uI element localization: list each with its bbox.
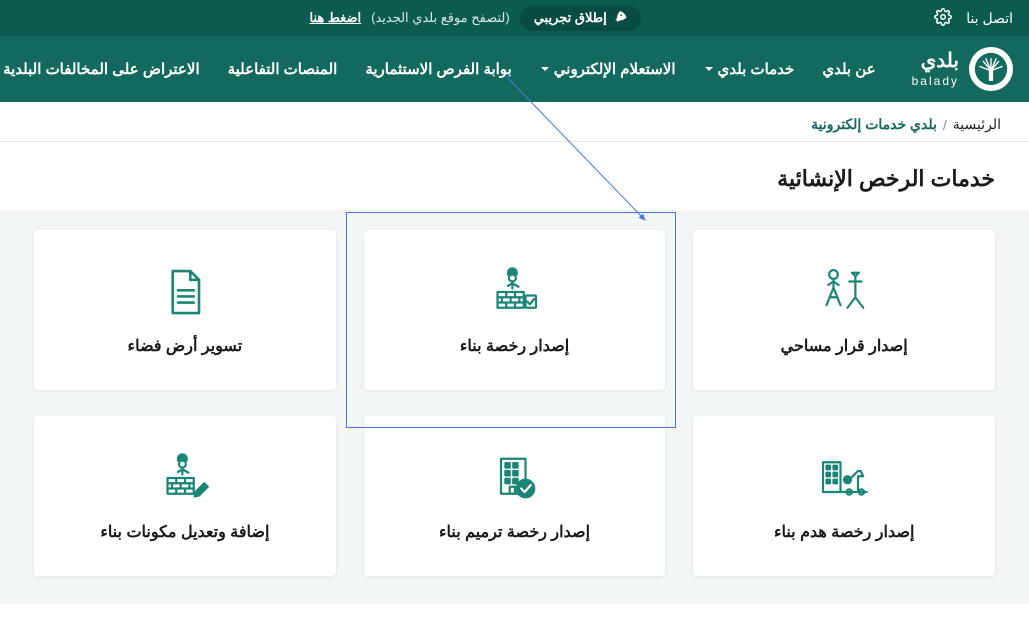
nav-objection[interactable]: الاعتراض على المخالفات البلدية — [3, 60, 200, 78]
card-title: تسوير أرض فضاء — [128, 336, 243, 356]
content-area: إصدار قرار مساحي — [0, 210, 1029, 604]
logo-text-ar: بلدي — [912, 51, 959, 71]
rocket-icon — [613, 10, 627, 27]
logo-icon — [969, 47, 1013, 91]
card-title: إضافة وتعديل مكونات بناء — [100, 522, 269, 542]
service-card-renovation-permit[interactable]: إصدار رخصة ترميم بناء — [364, 416, 666, 576]
service-card-survey-decision[interactable]: إصدار قرار مساحي — [693, 230, 995, 390]
nav-investment[interactable]: بوابة الفرص الاستثمارية — [365, 60, 511, 78]
cards-grid: إصدار قرار مساحي — [34, 210, 995, 576]
breadcrumb-home[interactable]: الرئيسية — [953, 116, 1001, 133]
chevron-down-icon — [704, 61, 714, 78]
browse-hint: (لتصفح موقع بلدي الجديد) — [371, 10, 510, 26]
gear-icon[interactable] — [934, 8, 952, 29]
main-nav: عن بلدي خدمات بلدي الاستعلام الإلكتروني … — [3, 60, 876, 78]
beta-label: إطلاق تجريبي — [534, 10, 607, 26]
breadcrumb-current: بلدي خدمات إلكترونية — [811, 116, 937, 133]
chevron-down-icon — [540, 61, 550, 78]
building-check-icon — [487, 450, 543, 506]
topbar: اتصل بنا إطلاق تجريبي (لتصفح موقع بلدي ا… — [0, 0, 1029, 36]
contact-us-link[interactable]: اتصل بنا — [966, 10, 1013, 27]
nav-inquiry[interactable]: الاستعلام الإلكتروني — [540, 60, 676, 78]
card-title: إصدار رخصة ترميم بناء — [439, 522, 590, 542]
breadcrumb-sep: / — [943, 117, 947, 133]
nav-platforms[interactable]: المنصات التفاعلية — [228, 60, 338, 78]
nav-inquiry-label: الاستعلام الإلكتروني — [554, 60, 676, 78]
nav-services[interactable]: خدمات بلدي — [704, 60, 795, 78]
service-card-land-fencing[interactable]: تسوير أرض فضاء — [34, 230, 336, 390]
service-card-modify-components[interactable]: إضافة وتعديل مكونات بناء — [34, 416, 336, 576]
service-card-building-permit[interactable]: إصدار رخصة بناء — [364, 230, 666, 390]
beta-pill: إطلاق تجريبي — [520, 6, 641, 31]
surveyor-icon — [816, 264, 872, 320]
logo[interactable]: بلدي balady — [912, 47, 1013, 91]
builder-icon — [487, 264, 543, 320]
demolition-icon — [816, 450, 872, 506]
logo-text-en: balady — [912, 75, 959, 87]
nav-services-label: خدمات بلدي — [718, 60, 795, 78]
builder-edit-icon — [157, 450, 213, 506]
cards-viewport: إصدار قرار مساحي — [34, 210, 995, 576]
page-title: خدمات الرخص الإنشائية — [0, 142, 1029, 210]
card-title: إصدار رخصة هدم بناء — [774, 522, 914, 542]
topbar-right-group: اتصل بنا — [934, 8, 1013, 29]
card-title: إصدار رخصة بناء — [460, 336, 569, 356]
topbar-center-group: إطلاق تجريبي (لتصفح موقع بلدي الجديد) اض… — [309, 6, 640, 31]
nav-about[interactable]: عن بلدي — [822, 60, 875, 78]
breadcrumb: الرئيسية / بلدي خدمات إلكترونية — [0, 102, 1029, 141]
press-here-link[interactable]: اضغط هنا — [309, 10, 361, 26]
service-card-demolition-permit[interactable]: إصدار رخصة هدم بناء — [693, 416, 995, 576]
document-icon — [157, 264, 213, 320]
mainbar: بلدي balady عن بلدي خدمات بلدي الاستعلام… — [0, 36, 1029, 102]
card-title: إصدار قرار مساحي — [781, 336, 908, 356]
